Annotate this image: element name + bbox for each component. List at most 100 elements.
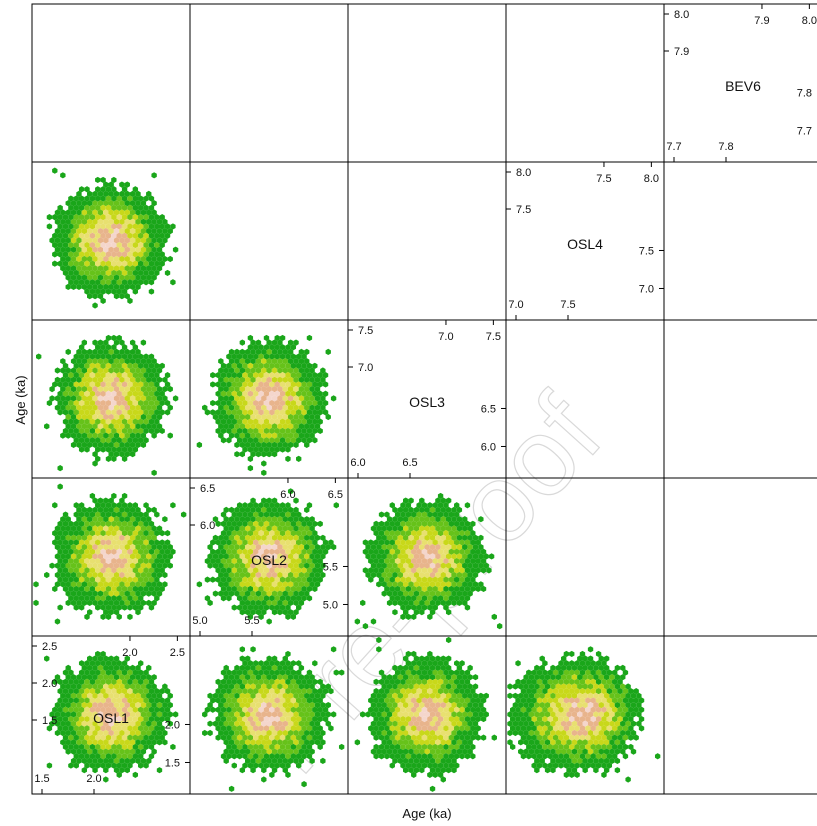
hex-bin xyxy=(261,720,267,727)
hex-bin xyxy=(108,683,114,690)
hex-bin xyxy=(159,548,165,555)
hex-bin xyxy=(304,720,310,727)
hex-bin xyxy=(135,209,141,216)
hex-bin xyxy=(389,753,395,760)
hex-bin xyxy=(437,697,444,704)
hex-bin xyxy=(247,557,254,565)
hex-bin xyxy=(416,539,422,546)
hex-bin xyxy=(456,516,463,523)
hex-bin xyxy=(89,678,96,685)
hex-bin xyxy=(65,246,71,253)
hex-bin xyxy=(65,664,71,671)
hex-bin xyxy=(108,451,114,458)
hex-bin xyxy=(135,358,141,365)
hex-bin xyxy=(269,585,275,593)
hex-bin xyxy=(223,711,229,718)
hex-bin xyxy=(108,218,114,225)
hex-bin xyxy=(405,762,412,769)
hex-bin xyxy=(116,409,122,416)
hex-bin xyxy=(287,404,294,411)
hex-bin xyxy=(81,339,88,346)
hex-bin xyxy=(258,678,264,685)
hex-bin xyxy=(231,604,237,611)
hex-bin xyxy=(84,669,90,676)
hex-bin xyxy=(266,757,272,764)
hex-bin xyxy=(274,734,280,741)
hex-bin xyxy=(304,571,310,579)
hex-bin xyxy=(571,683,578,690)
hex-bin xyxy=(92,599,98,606)
hex-bin xyxy=(258,381,264,388)
hex-bin xyxy=(405,595,412,602)
hex-bin xyxy=(279,557,286,565)
hex-bin xyxy=(266,506,272,513)
hex-bin xyxy=(384,567,390,574)
hex-bin xyxy=(587,683,594,690)
hex-bin xyxy=(470,706,476,713)
hex-bin xyxy=(92,590,98,597)
hex-bin xyxy=(437,585,444,593)
hex-bin xyxy=(389,678,395,685)
hex-bin xyxy=(261,451,267,458)
hex-bin xyxy=(282,720,288,727)
hex-bin xyxy=(579,688,586,695)
hex-bin xyxy=(247,660,254,667)
hex-bin xyxy=(81,739,88,746)
hex-bin xyxy=(454,585,460,593)
hex-bin xyxy=(261,599,267,606)
hex-bin xyxy=(60,525,66,532)
hex-bin xyxy=(440,506,446,513)
hex-bin xyxy=(258,613,264,620)
hex-bin xyxy=(223,748,229,755)
hex-bin xyxy=(282,664,288,671)
hex-bin xyxy=(296,688,302,695)
hex-bin xyxy=(301,697,307,704)
hex-bin xyxy=(119,674,125,681)
hex-bin xyxy=(60,544,66,551)
hex-bin xyxy=(223,664,229,671)
hex-bin xyxy=(454,762,460,769)
hex-bin xyxy=(223,516,229,523)
hex-bin xyxy=(290,576,297,583)
hex-bin xyxy=(282,432,288,439)
hex-bin xyxy=(68,557,74,565)
hex-bin xyxy=(266,581,272,588)
y-axis-title: Age (ka) xyxy=(13,375,28,424)
hex-bin xyxy=(127,576,133,583)
hex-bin xyxy=(520,734,527,741)
hex-bin xyxy=(148,409,155,416)
hex-bin xyxy=(76,367,82,374)
hex-bin xyxy=(277,674,283,681)
hex-bin xyxy=(81,441,88,448)
hex-bin xyxy=(113,664,120,671)
hex-bin xyxy=(245,432,251,439)
hex-bin xyxy=(558,743,564,751)
hex-bin xyxy=(287,683,294,690)
hex-bin xyxy=(282,544,288,551)
hex-bin xyxy=(429,729,436,737)
hex-bin xyxy=(408,711,414,718)
hex-bin xyxy=(154,269,160,277)
hex-bin xyxy=(100,762,106,769)
hex-bin xyxy=(317,688,323,695)
hex-bin xyxy=(561,664,567,671)
hex-bin xyxy=(105,567,112,574)
hex-bin xyxy=(92,386,98,393)
hex-bin xyxy=(279,520,286,527)
hex-bin xyxy=(368,697,374,704)
hex-bin xyxy=(215,576,221,583)
hex-bin xyxy=(132,715,139,723)
hex-bin xyxy=(587,711,594,718)
hex-bin xyxy=(571,692,578,699)
hex-bin xyxy=(534,702,540,709)
hex-bin xyxy=(78,585,85,593)
hex-bin xyxy=(92,451,98,458)
hex-bin xyxy=(285,715,291,723)
hex-bin xyxy=(73,539,79,546)
hex-bin xyxy=(416,697,422,704)
hex-bin xyxy=(266,534,272,541)
hex-bin xyxy=(81,386,88,393)
hex-bin xyxy=(507,739,513,746)
hex-bin xyxy=(68,409,74,416)
hex-bin xyxy=(89,697,96,704)
